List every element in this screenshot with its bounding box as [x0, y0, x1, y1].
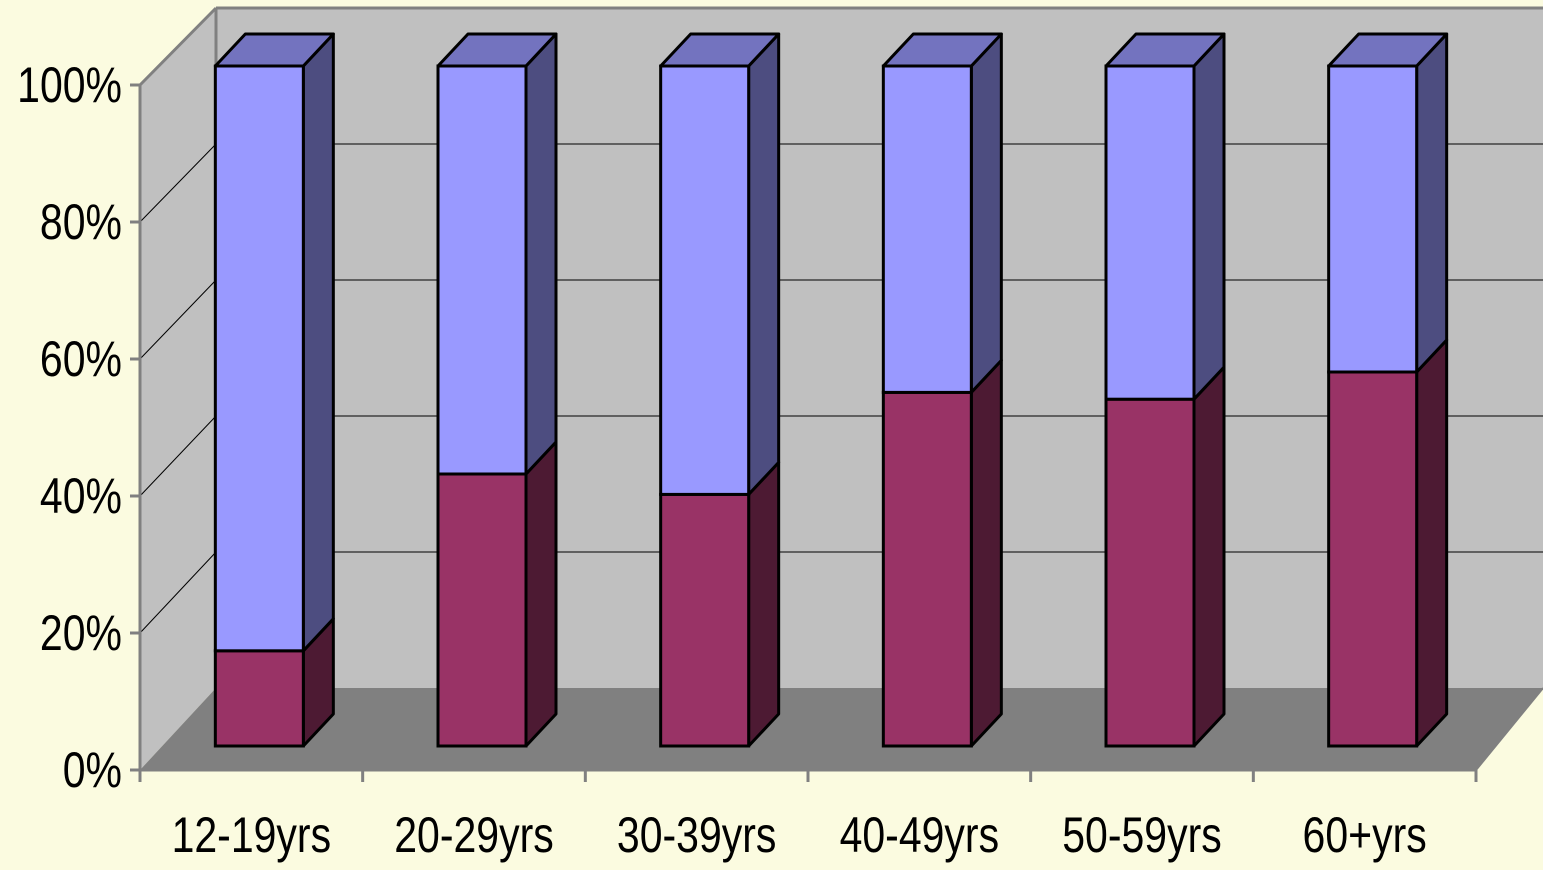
x-tick-label: 50-59yrs [1062, 807, 1222, 863]
bar-side [1192, 365, 1226, 748]
bar-top [659, 32, 781, 68]
floor-right-edge [1475, 687, 1543, 771]
bar [659, 492, 751, 748]
bar-side [1415, 32, 1449, 374]
bar [1327, 370, 1419, 748]
bar-side [969, 358, 1003, 748]
y-tick-label: 40% [40, 468, 122, 524]
bar-top [436, 32, 558, 68]
bar [213, 649, 305, 748]
side-wall [140, 8, 216, 770]
bar [1104, 64, 1196, 401]
x-tick-label: 40-49yrs [840, 807, 1000, 863]
bar-side [747, 460, 781, 748]
gridline-side [139, 279, 217, 360]
bar [213, 64, 305, 653]
x-tick-label: 60+yrs [1303, 807, 1427, 863]
gridline-side [139, 143, 217, 223]
bar [659, 64, 751, 496]
bar-top [1327, 32, 1449, 68]
gridline-side [139, 415, 217, 497]
gridline-side [139, 551, 217, 634]
bar-side [524, 32, 558, 476]
y-tick-label: 60% [40, 331, 122, 387]
bar-side [301, 32, 335, 653]
y-tick-label: 80% [40, 194, 122, 250]
y-tick-label: 100% [17, 57, 122, 113]
bar-side [524, 440, 558, 748]
bar-side [969, 32, 1003, 394]
bar-top [213, 32, 335, 68]
bar [1104, 397, 1196, 748]
bars-group [213, 32, 1449, 748]
bar [436, 472, 528, 748]
bar-top [1104, 32, 1226, 68]
x-tick-label: 12-19yrs [172, 807, 332, 863]
bar-top [881, 32, 1003, 68]
side-wall-top-edge [138, 6, 218, 87]
x-tick-label: 20-29yrs [394, 807, 554, 863]
bar [436, 64, 528, 476]
bar [881, 64, 973, 394]
bar-side [1192, 32, 1226, 401]
axes-group [130, 83, 1478, 782]
bar [881, 390, 973, 748]
bar-side [747, 32, 781, 496]
x-tick-label: 30-39yrs [617, 807, 777, 863]
y-tick-label: 0% [63, 742, 122, 798]
bar-side [1415, 338, 1449, 748]
labels-group: 0% 20% 40% 60% 80% 100% 12-19yrs 20-29yrs 30-39y… [17, 57, 1427, 863]
y-tick-label: 20% [40, 605, 122, 661]
bar [1327, 64, 1419, 374]
